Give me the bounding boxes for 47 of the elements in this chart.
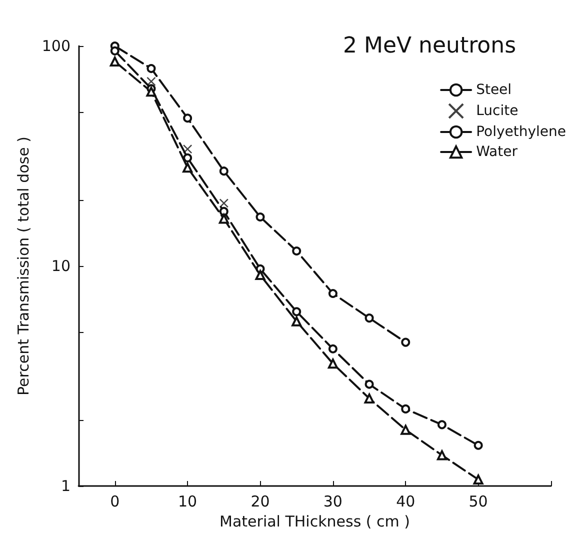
x-tick-label: 20 xyxy=(250,492,270,510)
point xyxy=(364,380,374,389)
point xyxy=(328,344,338,354)
point xyxy=(146,86,156,97)
point xyxy=(400,424,411,435)
point xyxy=(146,76,156,86)
y-tick-label: 1 xyxy=(60,477,71,495)
point xyxy=(436,450,447,460)
point xyxy=(292,307,302,316)
point xyxy=(256,212,265,222)
legend-label: Lucite xyxy=(476,103,518,119)
chart-title: 2 MeV neutrons xyxy=(343,34,516,58)
point xyxy=(183,114,192,123)
point xyxy=(255,270,266,280)
point xyxy=(328,288,338,298)
x-tick-label: 0 xyxy=(110,492,120,510)
point xyxy=(473,474,484,485)
legend-label: Steel xyxy=(476,82,512,98)
point xyxy=(292,316,302,326)
point xyxy=(110,56,120,67)
legend-label: Polyethylene xyxy=(476,124,566,140)
y-tick-label: 100 xyxy=(42,37,71,55)
point xyxy=(219,198,229,208)
point xyxy=(328,358,338,369)
point xyxy=(364,314,374,323)
legend-label: Water xyxy=(476,144,518,160)
point xyxy=(401,338,410,347)
point xyxy=(437,420,446,430)
y-tick-label: 10 xyxy=(51,257,71,275)
x-tick-label: 30 xyxy=(323,492,342,510)
point xyxy=(182,162,193,173)
point xyxy=(219,166,228,176)
point xyxy=(364,393,374,404)
point xyxy=(183,153,192,162)
x-tick-label: 50 xyxy=(468,492,488,510)
point xyxy=(218,214,229,224)
x-axis-title: Material THickness ( cm ) xyxy=(220,512,410,530)
point xyxy=(292,246,302,256)
x-tick-label: 40 xyxy=(396,492,416,510)
y-axis-title: Percent Transmission ( total dose ) xyxy=(14,136,32,396)
point xyxy=(219,206,228,216)
point xyxy=(182,144,192,154)
point xyxy=(110,46,120,56)
x-tick-label: 10 xyxy=(178,492,198,510)
point xyxy=(474,440,483,450)
point xyxy=(146,64,156,74)
point xyxy=(401,404,410,414)
